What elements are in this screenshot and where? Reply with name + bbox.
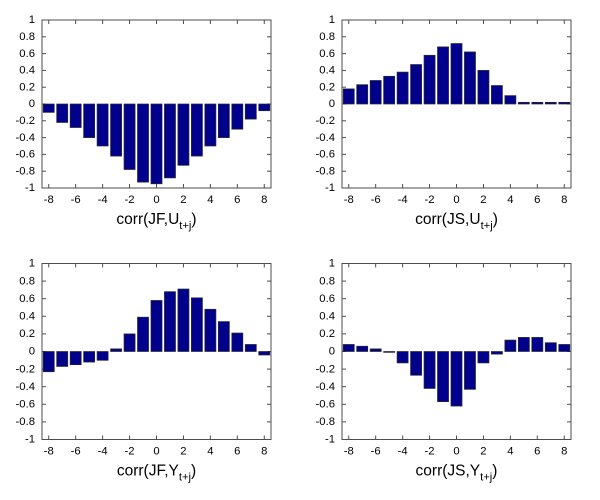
svg-text:1: 1 bbox=[329, 258, 335, 270]
svg-text:-0.4: -0.4 bbox=[316, 381, 335, 393]
svg-text:6: 6 bbox=[534, 446, 540, 458]
svg-text:0.6: 0.6 bbox=[319, 293, 335, 305]
svg-text:corr(JS,Ut+j): corr(JS,Ut+j) bbox=[415, 211, 498, 232]
svg-text:-0.2: -0.2 bbox=[16, 115, 35, 127]
svg-text:0.8: 0.8 bbox=[19, 275, 35, 287]
svg-text:4: 4 bbox=[507, 446, 513, 458]
svg-text:1: 1 bbox=[29, 258, 35, 270]
svg-text:0: 0 bbox=[329, 346, 335, 358]
svg-text:-0.2: -0.2 bbox=[16, 363, 35, 375]
svg-text:0.2: 0.2 bbox=[319, 328, 335, 340]
svg-text:-4: -4 bbox=[398, 194, 408, 206]
svg-text:0.2: 0.2 bbox=[19, 328, 35, 340]
svg-text:-1: -1 bbox=[25, 182, 35, 194]
svg-text:-1: -1 bbox=[325, 182, 335, 194]
svg-text:2: 2 bbox=[180, 446, 186, 458]
svg-text:0.8: 0.8 bbox=[319, 31, 335, 43]
svg-text:0: 0 bbox=[329, 98, 335, 110]
svg-text:-4: -4 bbox=[98, 194, 108, 206]
svg-text:8: 8 bbox=[261, 194, 267, 206]
svg-text:-0.6: -0.6 bbox=[316, 149, 335, 161]
svg-text:0: 0 bbox=[153, 446, 159, 458]
svg-text:-0.6: -0.6 bbox=[316, 399, 335, 411]
svg-text:-1: -1 bbox=[25, 434, 35, 446]
svg-text:0: 0 bbox=[453, 446, 459, 458]
svg-text:4: 4 bbox=[507, 194, 513, 206]
svg-text:-2: -2 bbox=[425, 194, 435, 206]
svg-text:corr(JF,Yt+j): corr(JF,Yt+j) bbox=[117, 463, 196, 484]
svg-text:2: 2 bbox=[480, 446, 486, 458]
svg-text:0.8: 0.8 bbox=[19, 31, 35, 43]
svg-text:4: 4 bbox=[207, 194, 213, 206]
svg-text:-6: -6 bbox=[371, 446, 381, 458]
svg-text:6: 6 bbox=[534, 194, 540, 206]
svg-text:0.8: 0.8 bbox=[319, 275, 335, 287]
svg-text:-0.2: -0.2 bbox=[316, 363, 335, 375]
svg-text:corr(JS,Yt+j): corr(JS,Yt+j) bbox=[416, 463, 498, 484]
svg-text:2: 2 bbox=[480, 194, 486, 206]
svg-text:1: 1 bbox=[29, 14, 35, 26]
svg-text:-6: -6 bbox=[71, 446, 81, 458]
svg-text:-0.2: -0.2 bbox=[316, 115, 335, 127]
svg-text:-4: -4 bbox=[398, 446, 408, 458]
svg-text:-8: -8 bbox=[344, 446, 354, 458]
svg-text:8: 8 bbox=[561, 194, 567, 206]
svg-text:-0.8: -0.8 bbox=[16, 416, 35, 428]
svg-text:-0.8: -0.8 bbox=[316, 165, 335, 177]
svg-text:8: 8 bbox=[561, 446, 567, 458]
svg-text:0.4: 0.4 bbox=[319, 65, 335, 77]
svg-text:-6: -6 bbox=[71, 194, 81, 206]
svg-text:-0.8: -0.8 bbox=[16, 165, 35, 177]
svg-text:-1: -1 bbox=[325, 434, 335, 446]
svg-text:-0.6: -0.6 bbox=[16, 399, 35, 411]
svg-text:8: 8 bbox=[261, 446, 267, 458]
svg-text:-2: -2 bbox=[425, 446, 435, 458]
svg-text:0: 0 bbox=[29, 346, 35, 358]
svg-text:-8: -8 bbox=[44, 194, 54, 206]
svg-text:0.2: 0.2 bbox=[19, 81, 35, 93]
svg-text:0.2: 0.2 bbox=[319, 81, 335, 93]
svg-text:0.4: 0.4 bbox=[19, 311, 35, 323]
svg-text:0: 0 bbox=[153, 194, 159, 206]
svg-text:0.6: 0.6 bbox=[319, 48, 335, 60]
svg-text:0: 0 bbox=[453, 194, 459, 206]
svg-text:0.6: 0.6 bbox=[19, 48, 35, 60]
svg-text:1: 1 bbox=[329, 14, 335, 26]
svg-text:corr(JF,Ut+j): corr(JF,Ut+j) bbox=[116, 211, 196, 232]
svg-text:-2: -2 bbox=[125, 446, 135, 458]
svg-text:6: 6 bbox=[234, 194, 240, 206]
svg-text:-0.4: -0.4 bbox=[16, 132, 35, 144]
svg-text:-0.4: -0.4 bbox=[316, 132, 335, 144]
svg-text:0.4: 0.4 bbox=[19, 65, 35, 77]
svg-text:0: 0 bbox=[29, 98, 35, 110]
svg-text:-6: -6 bbox=[371, 194, 381, 206]
svg-text:-8: -8 bbox=[344, 194, 354, 206]
svg-text:0.4: 0.4 bbox=[319, 311, 335, 323]
svg-text:-4: -4 bbox=[98, 446, 108, 458]
svg-text:-0.6: -0.6 bbox=[16, 149, 35, 161]
svg-text:0.6: 0.6 bbox=[19, 293, 35, 305]
svg-text:-2: -2 bbox=[125, 194, 135, 206]
svg-text:-0.4: -0.4 bbox=[16, 381, 35, 393]
svg-text:-0.8: -0.8 bbox=[316, 416, 335, 428]
svg-text:-8: -8 bbox=[44, 446, 54, 458]
svg-text:4: 4 bbox=[207, 446, 213, 458]
svg-text:2: 2 bbox=[180, 194, 186, 206]
svg-text:6: 6 bbox=[234, 446, 240, 458]
